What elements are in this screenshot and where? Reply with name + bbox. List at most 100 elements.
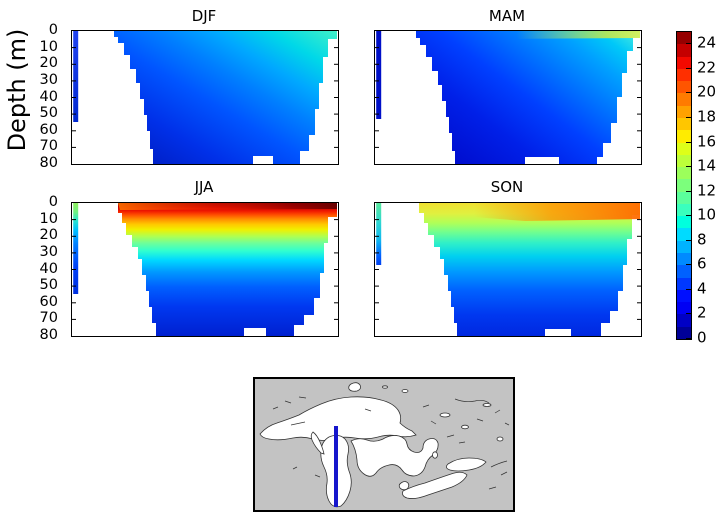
depth-tick-label: 30: [39, 243, 58, 260]
djf-axis-ticks: [72, 47, 338, 148]
colorbar-segment: [677, 142, 691, 155]
colorbar-segment: [677, 105, 691, 118]
small-lake: [461, 424, 469, 430]
colorbar-tick-mark: [686, 92, 691, 94]
depth-tick-label: 50: [39, 104, 58, 121]
depth-tick-label: 80: [39, 326, 58, 343]
depth-tick-label: 70: [39, 310, 58, 327]
depth-axis-row1: 0 10 20 30 40 50 60 70 80: [0, 0, 66, 521]
colorbar-segment: [677, 68, 691, 82]
son-data-region: [419, 203, 640, 336]
small-lake: [482, 403, 492, 407]
colorbar-segment: [677, 203, 691, 217]
djf-missing-data-notch: [253, 156, 273, 164]
colorbar-segment: [677, 167, 691, 180]
depth-tick-label: 10: [39, 38, 58, 55]
colorbar-segment: [677, 302, 691, 315]
colorbar-tick-label: 16: [697, 132, 717, 151]
colorbar-tick-label: 18: [697, 107, 717, 126]
depth-tick-label: 0: [48, 193, 58, 210]
jja-surface-hot-layer: [118, 203, 337, 210]
panel-son: [374, 202, 642, 337]
colorbar-segment: [677, 277, 691, 290]
panel-title-son: SON: [490, 178, 524, 196]
djf-data-region: [114, 31, 337, 164]
colorbar-gradient: [677, 31, 691, 339]
mam-axis-ticks: [375, 47, 641, 148]
colorbar-tick-mark: [686, 313, 691, 315]
depth-tick-label: 0: [48, 21, 58, 38]
colorbar-tick-mark: [686, 116, 691, 118]
lake-ontario: [446, 457, 487, 472]
mam-missing-data-notch: [525, 157, 559, 164]
colorbar-segment: [677, 179, 691, 192]
green-bay: [310, 431, 325, 455]
jja-data-region: [118, 203, 337, 336]
son-contour-plot: [375, 203, 641, 336]
colorbar-segment: [677, 117, 691, 131]
colorbar-tick-mark: [686, 141, 691, 143]
colorbar-segment: [677, 289, 691, 303]
depth-tick-label: 20: [39, 55, 58, 71]
colorbar-segment: [677, 228, 691, 241]
depth-tick-label: 60: [39, 293, 58, 310]
panel-jja: [71, 202, 339, 337]
colorbar-tick-label: 12: [697, 181, 717, 200]
colorbar-tick-mark: [686, 239, 691, 241]
lake-nipigon: [348, 382, 361, 392]
colorbar-segment: [677, 314, 691, 327]
colorbar-segment: [677, 44, 691, 57]
colorbar: [676, 31, 692, 340]
panel-title-mam: MAM: [488, 7, 526, 25]
map-detail-strokes: [272, 396, 510, 490]
depth-tick-label: 20: [39, 227, 58, 243]
son-axis-ticks: [375, 219, 641, 320]
depth-tick-label: 60: [39, 121, 58, 138]
colorbar-segment: [677, 265, 691, 278]
son-surface-warm-layer: [419, 203, 640, 221]
panel-title-djf: DJF: [191, 7, 217, 25]
small-lake: [382, 385, 388, 389]
depth-tick-label: 30: [39, 71, 58, 88]
colorbar-segment: [677, 56, 691, 69]
depth-tick-label: 40: [39, 88, 58, 105]
jja-contour-plot: [72, 203, 338, 336]
depth-tick-label: 50: [39, 276, 58, 293]
colorbar-segment: [677, 326, 691, 339]
colorbar-segment: [677, 253, 691, 266]
colorbar-tick-mark: [686, 166, 691, 168]
lake-simcoe: [432, 451, 438, 459]
colorbar-tick-mark: [686, 215, 691, 217]
colorbar-tick-label: 20: [697, 82, 717, 101]
panel-mam: [374, 30, 642, 165]
mam-contour-plot: [375, 31, 641, 164]
depth-tick-label: 40: [39, 260, 58, 277]
colorbar-segment: [677, 31, 691, 45]
lake-huron: [350, 435, 439, 477]
panel-djf: [71, 30, 339, 165]
small-lake: [401, 389, 409, 393]
colorbar-tick-mark: [686, 190, 691, 192]
colorbar-tick-label: 24: [697, 33, 717, 52]
mam-data-region: [416, 31, 640, 164]
colorbar-tick-label: 10: [697, 205, 717, 224]
colorbar-tick-label: 6: [697, 254, 707, 273]
lake-erie: [402, 471, 468, 499]
colorbar-tick-label: 8: [697, 230, 707, 249]
colorbar-segment: [677, 216, 691, 229]
jja-missing-data-notch: [244, 328, 266, 336]
colorbar-tick-label: 0: [697, 328, 707, 347]
colorbar-tick-label: 4: [697, 279, 707, 298]
colorbar-tick-mark: [686, 288, 691, 290]
depth-tick-label: 70: [39, 138, 58, 155]
colorbar-tick-mark: [686, 43, 691, 45]
colorbar-tick-mark: [686, 264, 691, 266]
colorbar-tick-label: 2: [697, 303, 707, 322]
colorbar-segment: [677, 93, 691, 106]
colorbar-segment: [677, 154, 691, 168]
djf-contour-plot: [72, 31, 338, 164]
lake-superior: [259, 396, 417, 441]
depth-tick-label: 10: [39, 210, 58, 227]
panel-title-jja: JJA: [194, 178, 214, 196]
